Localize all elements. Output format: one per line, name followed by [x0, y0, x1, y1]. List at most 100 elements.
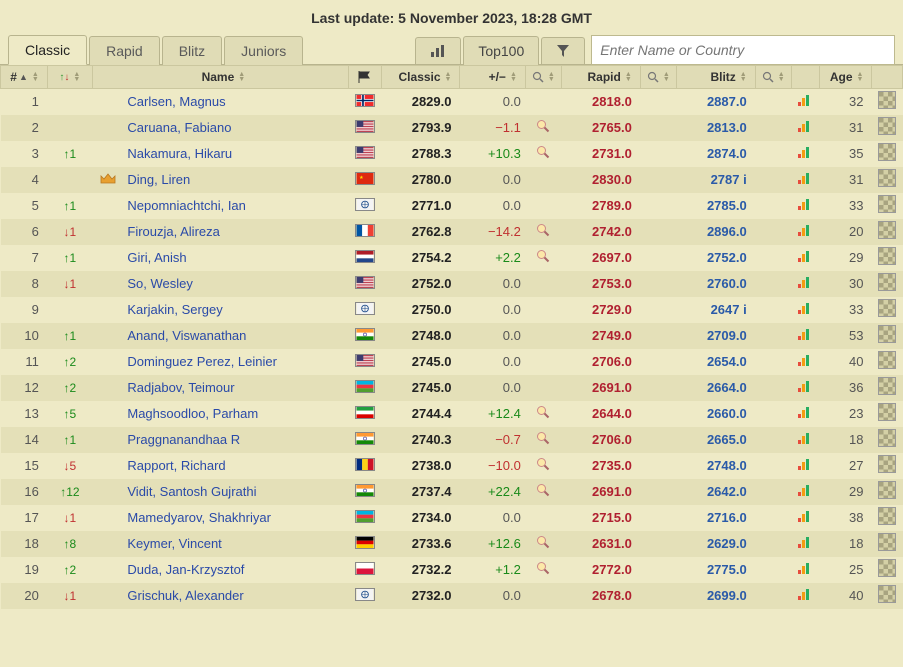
- board-cell[interactable]: [872, 479, 903, 505]
- col-blitzmag-header[interactable]: ▲▼: [755, 66, 791, 89]
- player-link[interactable]: Dominguez Perez, Leinier: [127, 354, 277, 369]
- flag-cell[interactable]: [348, 453, 381, 479]
- player-link[interactable]: Maghsoodloo, Parham: [127, 406, 258, 421]
- blitz-link[interactable]: 2874.0: [707, 146, 747, 161]
- blitz-link[interactable]: 2760.0: [707, 276, 747, 291]
- delta-mag-cell[interactable]: [525, 479, 561, 505]
- chart-cell[interactable]: [791, 557, 819, 583]
- chart-cell[interactable]: [791, 219, 819, 245]
- player-link[interactable]: Giri, Anish: [127, 250, 186, 265]
- flag-cell[interactable]: [348, 349, 381, 375]
- delta-mag-cell[interactable]: [525, 219, 561, 245]
- board-cell[interactable]: [872, 505, 903, 531]
- chart-cell[interactable]: [791, 167, 819, 193]
- col-move-header[interactable]: ↑↓▲▼: [47, 66, 92, 89]
- rapid-link[interactable]: 2706.0: [592, 432, 632, 447]
- blitz-link[interactable]: 2775.0: [707, 562, 747, 577]
- rapid-link[interactable]: 2749.0: [592, 328, 632, 343]
- board-cell[interactable]: [872, 89, 903, 115]
- board-cell[interactable]: [872, 583, 903, 609]
- blitz-link[interactable]: 2660.0: [707, 406, 747, 421]
- blitz-link[interactable]: 2699.0: [707, 588, 747, 603]
- blitz-link[interactable]: 2709.0: [707, 328, 747, 343]
- flag-cell[interactable]: [348, 193, 381, 219]
- delta-mag-cell[interactable]: [525, 453, 561, 479]
- player-link[interactable]: Duda, Jan-Krzysztof: [127, 562, 244, 577]
- board-cell[interactable]: [872, 141, 903, 167]
- col-deltamag-header[interactable]: ▲▼: [525, 66, 561, 89]
- board-cell[interactable]: [872, 167, 903, 193]
- chart-cell[interactable]: [791, 349, 819, 375]
- flag-cell[interactable]: [348, 505, 381, 531]
- rapid-link[interactable]: 2729.0: [592, 302, 632, 317]
- rapid-link[interactable]: 2772.0: [592, 562, 632, 577]
- col-name-header[interactable]: Name▲▼: [92, 66, 348, 89]
- chart-cell[interactable]: [791, 427, 819, 453]
- blitz-link[interactable]: 2752.0: [707, 250, 747, 265]
- delta-mag-cell[interactable]: [525, 557, 561, 583]
- player-link[interactable]: Ding, Liren: [127, 172, 190, 187]
- board-cell[interactable]: [872, 323, 903, 349]
- flag-cell[interactable]: [348, 89, 381, 115]
- tab-blitz[interactable]: Blitz: [162, 36, 222, 65]
- flag-cell[interactable]: [348, 141, 381, 167]
- chart-cell[interactable]: [791, 245, 819, 271]
- player-link[interactable]: So, Wesley: [127, 276, 193, 291]
- chart-cell[interactable]: [791, 323, 819, 349]
- blitz-link[interactable]: 2748.0: [707, 458, 747, 473]
- delta-mag-cell[interactable]: [525, 115, 561, 141]
- col-rapidmag-header[interactable]: ▲▼: [640, 66, 676, 89]
- delta-mag-cell[interactable]: [525, 531, 561, 557]
- rapid-link[interactable]: 2715.0: [592, 510, 632, 525]
- chart-cell[interactable]: [791, 141, 819, 167]
- flag-cell[interactable]: [348, 583, 381, 609]
- delta-mag-cell[interactable]: [525, 401, 561, 427]
- chart-cell[interactable]: [791, 297, 819, 323]
- chart-cell[interactable]: [791, 583, 819, 609]
- player-link[interactable]: Nepomniachtchi, Ian: [127, 198, 246, 213]
- filter-button[interactable]: [541, 37, 585, 64]
- blitz-link[interactable]: 2716.0: [707, 510, 747, 525]
- flag-cell[interactable]: [348, 271, 381, 297]
- blitz-link[interactable]: 2629.0: [707, 536, 747, 551]
- player-link[interactable]: Rapport, Richard: [127, 458, 225, 473]
- board-cell[interactable]: [872, 349, 903, 375]
- board-cell[interactable]: [872, 427, 903, 453]
- blitz-link[interactable]: 2664.0: [707, 380, 747, 395]
- board-cell[interactable]: [872, 115, 903, 141]
- player-link[interactable]: Karjakin, Sergey: [127, 302, 222, 317]
- flag-cell[interactable]: [348, 401, 381, 427]
- top100-button[interactable]: Top100: [463, 36, 539, 65]
- chart-cell[interactable]: [791, 453, 819, 479]
- flag-cell[interactable]: [348, 323, 381, 349]
- flag-cell[interactable]: [348, 297, 381, 323]
- rapid-link[interactable]: 2765.0: [592, 120, 632, 135]
- chart-cell[interactable]: [791, 479, 819, 505]
- flag-cell[interactable]: [348, 375, 381, 401]
- player-link[interactable]: Carlsen, Magnus: [127, 94, 225, 109]
- blitz-link[interactable]: 2642.0: [707, 484, 747, 499]
- col-classic-header[interactable]: Classic▲▼: [381, 66, 460, 89]
- board-cell[interactable]: [872, 401, 903, 427]
- player-link[interactable]: Praggnanandhaa R: [127, 432, 240, 447]
- flag-cell[interactable]: [348, 479, 381, 505]
- rapid-link[interactable]: 2697.0: [592, 250, 632, 265]
- tab-juniors[interactable]: Juniors: [224, 36, 303, 65]
- rapid-link[interactable]: 2678.0: [592, 588, 632, 603]
- flag-cell[interactable]: [348, 427, 381, 453]
- rapid-link[interactable]: 2742.0: [592, 224, 632, 239]
- delta-mag-cell[interactable]: [525, 141, 561, 167]
- chart-cell[interactable]: [791, 89, 819, 115]
- col-age-header[interactable]: Age▲▼: [819, 66, 872, 89]
- rapid-link[interactable]: 2830.0: [592, 172, 632, 187]
- flag-cell[interactable]: [348, 531, 381, 557]
- chart-cell[interactable]: [791, 115, 819, 141]
- board-cell[interactable]: [872, 375, 903, 401]
- blitz-link[interactable]: 2887.0: [707, 94, 747, 109]
- board-cell[interactable]: [872, 193, 903, 219]
- col-rank-header[interactable]: # ▲▲▼: [1, 66, 48, 89]
- player-link[interactable]: Nakamura, Hikaru: [127, 146, 232, 161]
- search-input[interactable]: [591, 35, 895, 65]
- board-cell[interactable]: [872, 557, 903, 583]
- col-rapid-header[interactable]: Rapid▲▼: [561, 66, 640, 89]
